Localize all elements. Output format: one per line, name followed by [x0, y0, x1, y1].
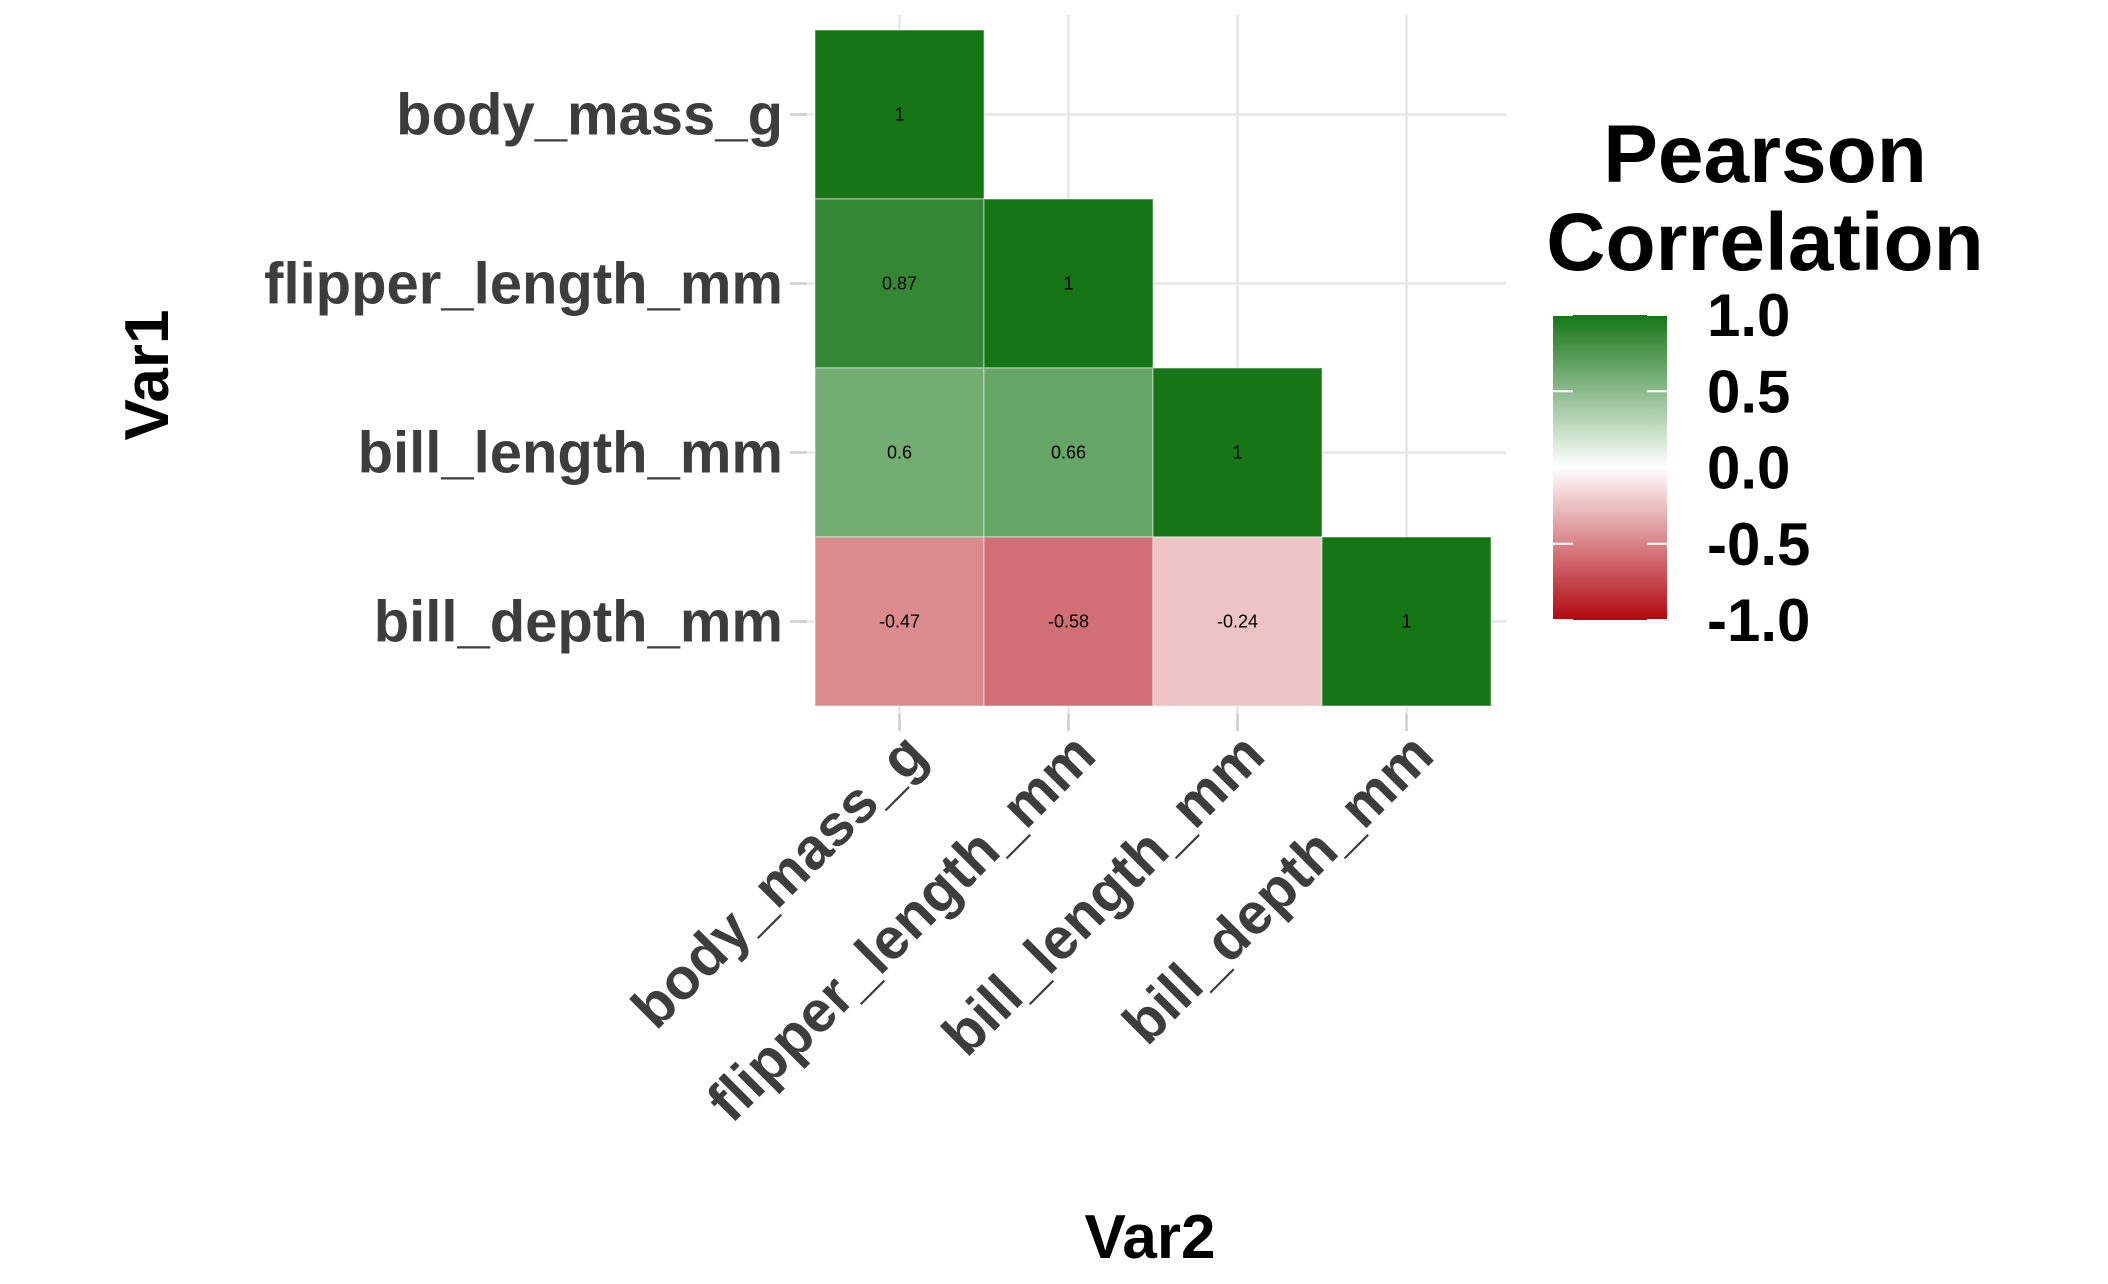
cell-value-label: 0.6 — [887, 443, 912, 463]
legend-break-label: 1.0 — [1707, 282, 1790, 349]
y-tick-label: bill_length_mm — [358, 421, 783, 486]
y-tick-label: flipper_length_mm — [264, 252, 783, 317]
cell-value-label: -0.47 — [879, 612, 920, 632]
heatmap-cells: 1 0.87 1 0.6 0.66 1 -0.47 -0.58 -0.24 1 — [814, 29, 1492, 707]
cell-value-label: 1 — [1063, 274, 1073, 294]
x-axis-title: Var2 — [1084, 1203, 1215, 1272]
heatmap-cell — [814, 29, 985, 200]
heatmap-cell — [1321, 536, 1492, 707]
cell-value-label: 0.87 — [882, 274, 917, 294]
legend-break-label: 0.5 — [1707, 358, 1790, 425]
heatmap-cell — [1152, 536, 1323, 707]
cell-value-label: 1 — [894, 105, 904, 125]
cell-value-label: -0.24 — [1217, 612, 1258, 632]
heatmap-cell — [983, 536, 1154, 707]
legend-break-label: -0.5 — [1707, 511, 1810, 578]
heatmap-cell — [814, 198, 985, 369]
y-tick-label: bill_depth_mm — [374, 590, 783, 655]
heatmap-cell — [1152, 367, 1323, 538]
y-axis-title: Var1 — [113, 309, 182, 440]
cell-value-label: 1 — [1232, 443, 1242, 463]
x-tick-label: body_mass_g — [619, 721, 938, 1040]
cell-value-label: 0.66 — [1051, 443, 1086, 463]
legend-title: Pearson — [1603, 109, 1927, 200]
cell-value-label: 1 — [1401, 612, 1411, 632]
legend-break-label: -1.0 — [1707, 587, 1810, 654]
heatmap-cell — [814, 536, 985, 707]
x-tick-label: bill_length_mm — [930, 721, 1277, 1068]
heatmap-cell — [983, 198, 1154, 369]
y-tick-label: body_mass_g — [396, 83, 783, 148]
legend-break-label: 0.0 — [1707, 435, 1790, 502]
cell-value-label: -0.58 — [1048, 612, 1089, 632]
x-tick-label: bill_depth_mm — [1110, 721, 1445, 1056]
legend-title: Correlation — [1546, 197, 1983, 288]
